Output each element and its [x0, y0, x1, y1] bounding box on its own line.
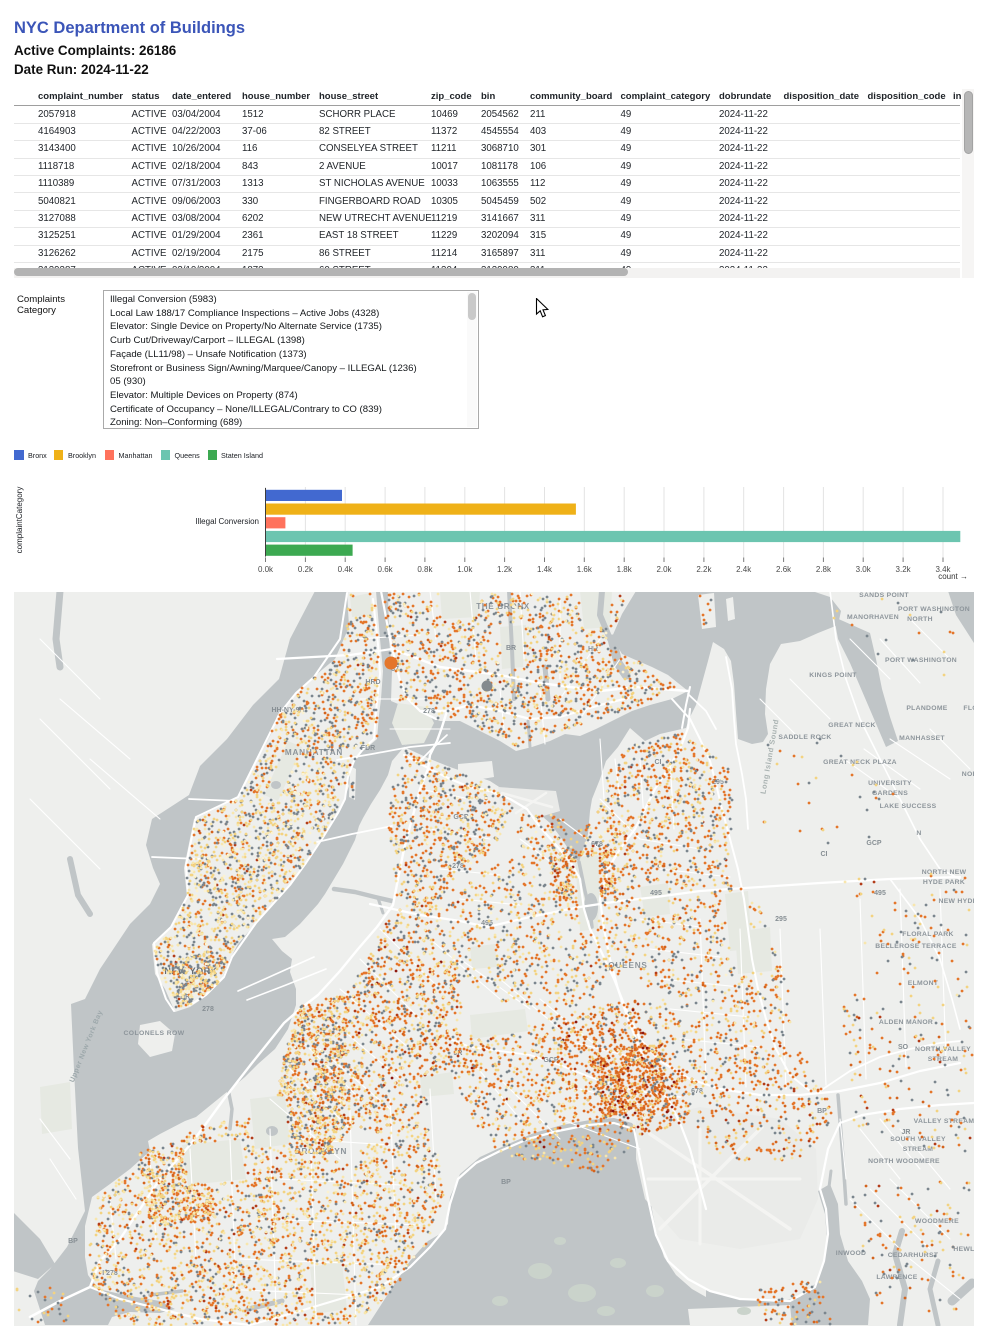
svg-text:295: 295 — [712, 779, 724, 786]
svg-text:CI: CI — [655, 759, 662, 766]
svg-text:BP: BP — [501, 1179, 511, 1186]
svg-text:1.2k: 1.2k — [497, 565, 513, 574]
svg-text:1.8k: 1.8k — [617, 565, 633, 574]
svg-text:MANHASSET: MANHASSET — [899, 735, 945, 742]
svg-text:count →: count → — [938, 572, 968, 581]
svg-text:INWOOD: INWOOD — [836, 1250, 867, 1257]
svg-text:JR: JR — [454, 1050, 463, 1057]
svg-text:SO: SO — [898, 1044, 909, 1051]
svg-text:87: 87 — [391, 666, 399, 673]
svg-text:PORT WASHINGTON: PORT WASHINGTON — [885, 657, 957, 664]
svg-text:BP: BP — [817, 1108, 827, 1115]
svg-text:495: 495 — [650, 890, 662, 897]
svg-text:HRD: HRD — [365, 679, 380, 686]
svg-text:GARDENS: GARDENS — [872, 790, 908, 797]
svg-text:495: 495 — [874, 890, 886, 897]
svg-text:HEWL: HEWL — [953, 1246, 974, 1253]
svg-text:GREAT NECK: GREAT NECK — [828, 722, 875, 729]
svg-text:NORT: NORT — [962, 771, 974, 778]
svg-text:HYDE PARK: HYDE PARK — [923, 879, 965, 886]
svg-text:0.4k: 0.4k — [338, 565, 354, 574]
svg-text:CI: CI — [821, 851, 828, 858]
svg-text:STREAM: STREAM — [903, 1146, 934, 1153]
svg-text:MANHATTAN: MANHATTAN — [285, 748, 343, 757]
svg-text:NEW YORK: NEW YORK — [164, 966, 217, 976]
svg-text:FLOW: FLOW — [963, 705, 974, 712]
svg-text:3.4k: 3.4k — [935, 565, 951, 574]
svg-text:ALDEN MANOR: ALDEN MANOR — [879, 1019, 933, 1026]
svg-text:278: 278 — [202, 1006, 214, 1013]
svg-text:GREAT NECK PLAZA: GREAT NECK PLAZA — [823, 759, 897, 766]
svg-text:1.4k: 1.4k — [537, 565, 553, 574]
svg-text:1.6k: 1.6k — [577, 565, 593, 574]
svg-text:KINGS POINT: KINGS POINT — [809, 672, 857, 679]
svg-text:UNIVERSITY: UNIVERSITY — [868, 780, 912, 787]
svg-text:SADDLE ROCK: SADDLE ROCK — [778, 734, 831, 741]
svg-text:278: 278 — [423, 708, 435, 715]
svg-text:495: 495 — [481, 920, 493, 927]
svg-text:Illegal Conversion: Illegal Conversion — [195, 517, 259, 526]
svg-text:THE BRONX: THE BRONX — [476, 602, 530, 611]
svg-text:0.8k: 0.8k — [417, 565, 433, 574]
svg-text:2.4k: 2.4k — [736, 565, 752, 574]
svg-text:ELMONT: ELMONT — [908, 980, 939, 987]
svg-text:PORT WASHINGTON: PORT WASHINGTON — [898, 606, 970, 613]
svg-text:BR: BR — [506, 645, 516, 652]
svg-text:PLANDOME: PLANDOME — [906, 705, 947, 712]
svg-text:complaintCategory: complaintCategory — [15, 487, 24, 554]
svg-text:QUEENS: QUEENS — [608, 961, 647, 970]
svg-text:2.2k: 2.2k — [696, 565, 712, 574]
svg-text:3.2k: 3.2k — [896, 565, 912, 574]
svg-text:I 278: I 278 — [102, 1270, 118, 1277]
svg-text:NORTH VALLEY: NORTH VALLEY — [915, 1046, 971, 1053]
svg-text:SOUTH VALLEY: SOUTH VALLEY — [890, 1136, 946, 1143]
svg-text:HR: HR — [588, 646, 598, 653]
svg-text:NORTH NEW: NORTH NEW — [922, 869, 967, 876]
svg-text:295: 295 — [775, 916, 787, 923]
svg-text:NEW HYDE: NEW HYDE — [938, 898, 974, 905]
svg-text:MANORHAVEN: MANORHAVEN — [847, 614, 899, 621]
svg-text:BP: BP — [68, 1238, 78, 1245]
svg-text:678: 678 — [691, 1088, 703, 1095]
svg-text:SANDS POINT: SANDS POINT — [859, 592, 909, 599]
svg-text:0.2k: 0.2k — [298, 565, 314, 574]
svg-text:2.8k: 2.8k — [816, 565, 832, 574]
svg-text:JR: JR — [902, 1129, 911, 1136]
svg-text:CEDARHURST: CEDARHURST — [888, 1252, 939, 1259]
svg-text:FDR: FDR — [361, 745, 375, 752]
svg-text:BELLEROSE TERRACE: BELLEROSE TERRACE — [875, 943, 957, 950]
svg-text:GCP: GCP — [453, 814, 469, 821]
svg-text:COLONELS ROW: COLONELS ROW — [123, 1030, 184, 1037]
svg-text:HH-NY-9A: HH-NY-9A — [271, 707, 304, 714]
svg-text:WOODMERE: WOODMERE — [915, 1218, 959, 1225]
svg-text:STREAM: STREAM — [928, 1056, 959, 1063]
svg-text:LAKE SUCCESS: LAKE SUCCESS — [880, 803, 937, 810]
svg-text:FLORAL PARK: FLORAL PARK — [902, 931, 953, 938]
svg-text:1.0k: 1.0k — [457, 565, 473, 574]
svg-text:NORTH WOODMERE: NORTH WOODMERE — [868, 1158, 940, 1165]
svg-text:GCP: GCP — [866, 840, 882, 847]
svg-text:0.0k: 0.0k — [258, 565, 274, 574]
svg-text:2.0k: 2.0k — [656, 565, 672, 574]
svg-text:N: N — [916, 830, 921, 837]
svg-text:VALLEY STREAM: VALLEY STREAM — [914, 1118, 974, 1125]
svg-text:278: 278 — [452, 863, 464, 870]
svg-text:NORTH: NORTH — [907, 616, 933, 623]
svg-text:0.6k: 0.6k — [378, 565, 394, 574]
svg-text:678: 678 — [591, 841, 603, 848]
svg-text:3.0k: 3.0k — [856, 565, 872, 574]
svg-text:2.6k: 2.6k — [776, 565, 792, 574]
